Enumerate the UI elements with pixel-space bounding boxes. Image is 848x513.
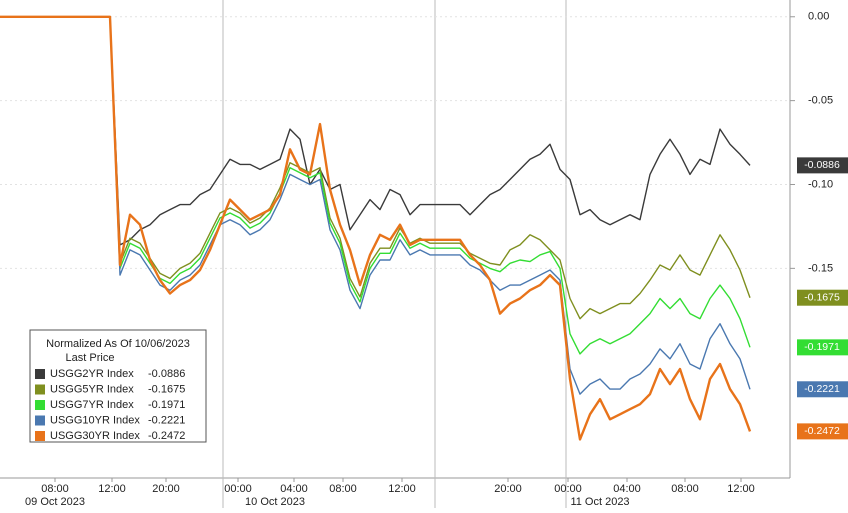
series-line [0, 15, 752, 441]
series-line [0, 16, 751, 320]
legend: Normalized As Of 10/06/2023 Last Price U… [29, 329, 207, 443]
x-tick-label: 04:00 [613, 483, 641, 495]
x-tick-label: 04:00 [280, 483, 308, 495]
legend-value: -0.0886 [148, 368, 185, 380]
legend-name: USGG2YR Index [50, 368, 134, 380]
x-tick-label: 12:00 [98, 483, 126, 495]
last-value-label: -0.2221 [804, 383, 840, 395]
x-tick-label: 20:00 [152, 483, 180, 495]
last-value-box [797, 423, 848, 440]
x-tick-label: 00:00 [224, 483, 252, 495]
x-date-label: 09 Oct 2023 [25, 496, 85, 508]
series-line [0, 16, 751, 355]
legend-name: USGG7YR Index [50, 399, 134, 411]
x-tick-label: 20:00 [494, 483, 522, 495]
last-value-label: -0.2472 [804, 425, 840, 437]
legend-name: USGG5YR Index [50, 383, 134, 395]
x-tick-label: 08:00 [329, 483, 357, 495]
legend-swatch [35, 415, 45, 426]
series-line [0, 16, 751, 395]
legend-value: -0.2472 [148, 430, 185, 442]
last-value-label: -0.1971 [804, 341, 840, 353]
x-date-label: 11 Oct 2023 [570, 496, 629, 508]
x-tick-label: 12:00 [388, 483, 416, 495]
legend-value: -0.1971 [148, 399, 185, 411]
x-tick-label: 12:00 [727, 483, 755, 495]
legend-title: Normalized As Of 10/06/2023 [46, 338, 190, 350]
legend-swatch [35, 400, 45, 410]
legend-name: USGG30YR Index [50, 430, 140, 442]
legend-value: -0.2221 [148, 414, 185, 426]
legend-name: USGG10YR Index [50, 414, 140, 426]
y-tick-label: -0.10 [808, 178, 833, 190]
legend-swatch [35, 384, 45, 395]
y-tick-label: -0.15 [808, 262, 833, 274]
last-value-label: -0.0886 [804, 159, 840, 171]
x-tick-label: 00:00 [554, 483, 582, 495]
legend-box [29, 329, 207, 443]
x-date-label: 10 Oct 2023 [245, 496, 305, 508]
y-tick-label: -0.05 [808, 95, 833, 107]
x-tick-label: 08:00 [41, 483, 69, 495]
legend-subtitle: Last Price [66, 352, 115, 364]
legend-swatch [35, 369, 45, 379]
legend-value: -0.1675 [148, 383, 185, 395]
last-value-box [797, 157, 848, 174]
last-value-label: -0.1675 [804, 291, 840, 303]
x-tick-label: 08:00 [671, 483, 699, 495]
legend-swatch [35, 431, 45, 441]
y-tick-label: 0.00 [808, 11, 829, 23]
last-value-box [797, 289, 848, 306]
last-value-box [797, 339, 848, 356]
last-value-box [797, 381, 848, 398]
